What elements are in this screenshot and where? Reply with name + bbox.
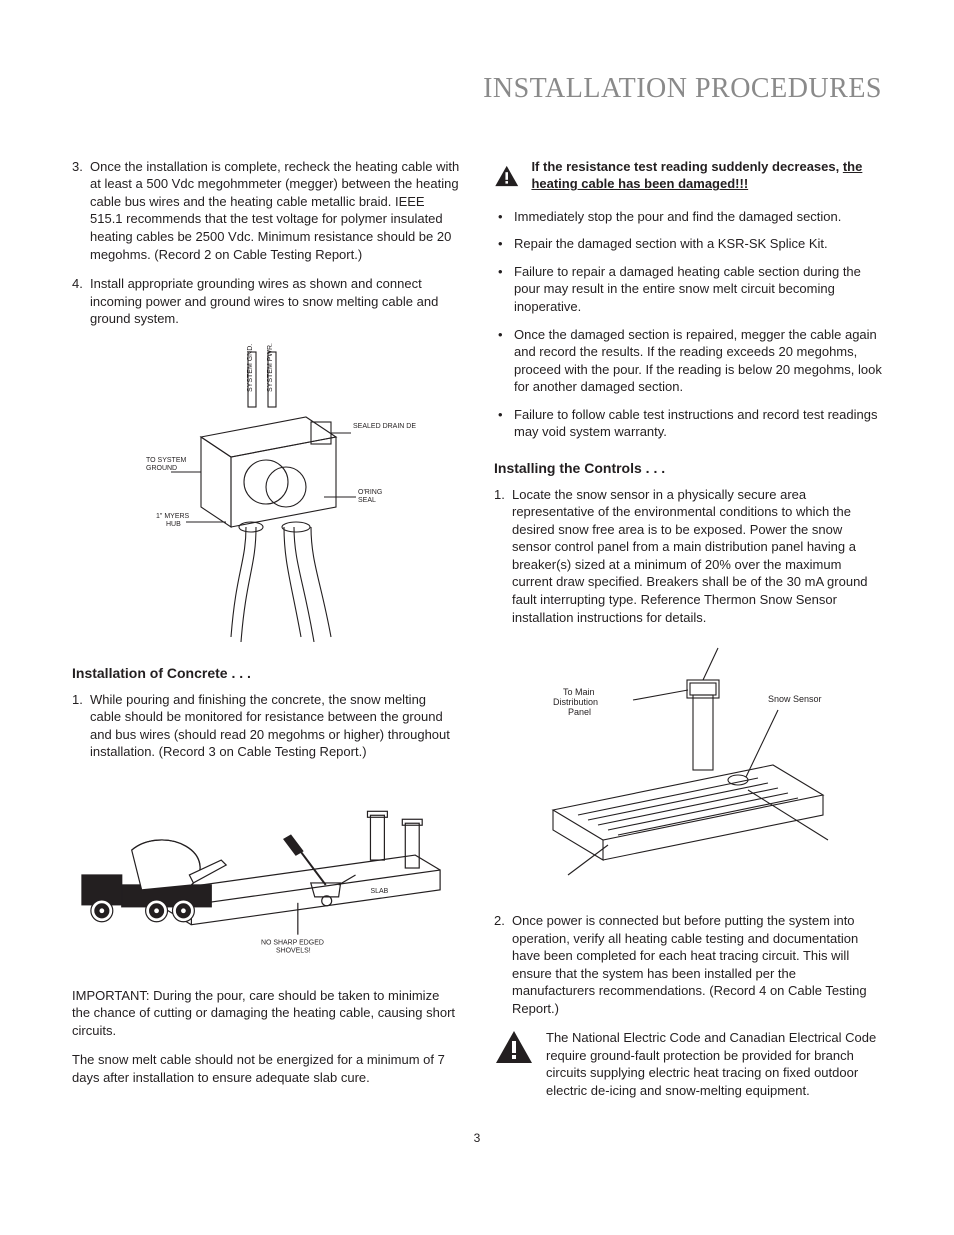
- nec-note-text: The National Electric Code and Canadian …: [546, 1029, 882, 1099]
- warning-lead: If the resistance test reading suddenly …: [531, 159, 842, 174]
- step-number: 3.: [72, 158, 90, 263]
- nec-note-block: The National Electric Code and Canadian …: [494, 1029, 882, 1099]
- svg-text:To Main Distributi: To Main Distribution Panel: [553, 687, 601, 717]
- controls-step-2: 2. Once power is connected but before pu…: [494, 912, 882, 1017]
- step-text: Once the installation is complete, reche…: [90, 158, 460, 263]
- left-column: 3. Once the installation is complete, re…: [72, 158, 460, 1100]
- snow-sensor-diagram: Snow Sensor To Main Distribution Panel: [494, 640, 882, 890]
- svg-text:SYSTEM PWR.: SYSTEM PWR.: [267, 343, 274, 392]
- controls-step-1: 1. Locate the snow sensor in a physicall…: [494, 486, 882, 626]
- grounding-diagram: SYSTEM GND. SYSTEM PWR. SEALED DRAIN DEV…: [72, 342, 460, 642]
- concrete-heading: Installation of Concrete . . .: [72, 664, 460, 683]
- svg-text:TO SYSTEM GROUND: TO SYSTEM GROUND: [146, 457, 188, 472]
- bullet-item: Failure to repair a damaged heating cabl…: [494, 263, 882, 316]
- bullet-item: Immediately stop the pour and find the d…: [494, 208, 882, 226]
- step-text: While pouring and finishing the concrete…: [90, 691, 460, 761]
- step-text: Install appropriate grounding wires as s…: [90, 275, 460, 328]
- svg-text:O'RING SEAL: O'RING SEAL: [358, 489, 384, 504]
- page-header: INSTALLATION PROCEDURES: [72, 70, 882, 108]
- step-text: Locate the snow sensor in a physically s…: [512, 486, 882, 626]
- warning-icon: [494, 158, 519, 194]
- warning-bullets: Immediately stop the pour and find the d…: [494, 208, 882, 441]
- install-step-3: 3. Once the installation is complete, re…: [72, 158, 460, 263]
- install-step-4: 4. Install appropriate grounding wires a…: [72, 275, 460, 328]
- step-number: 1.: [72, 691, 90, 761]
- concrete-pour-diagram: SLAB: [72, 775, 460, 965]
- right-column: If the resistance test reading suddenly …: [494, 158, 882, 1100]
- svg-text:Snow Sensor: Snow Sensor: [768, 694, 822, 704]
- bullet-item: Repair the damaged section with a KSR-SK…: [494, 235, 882, 253]
- svg-text:SEALED DRAIN DEVICE: SEALED DRAIN DEVICE: [353, 423, 416, 430]
- sensor-slab-diagram: Snow Sensor To Main Distribution Panel: [518, 640, 858, 890]
- step-number: 2.: [494, 912, 512, 1017]
- step-text: Once power is connected but before putti…: [512, 912, 882, 1017]
- svg-text:SLAB: SLAB: [370, 888, 388, 895]
- warning-icon: [494, 1029, 534, 1065]
- junction-box-diagram: SYSTEM GND. SYSTEM PWR. SEALED DRAIN DEV…: [116, 342, 416, 642]
- page-number: 3: [72, 1130, 882, 1146]
- bullet-item: Once the damaged section is repaired, me…: [494, 326, 882, 396]
- cement-truck-diagram: SLAB: [72, 775, 460, 965]
- svg-text:SYSTEM GND.: SYSTEM GND.: [247, 343, 254, 391]
- concrete-step-1: 1. While pouring and finishing the concr…: [72, 691, 460, 761]
- svg-text:NO SHARP EDGED SHO: NO SHARP EDGED SHOVELS!: [261, 939, 326, 954]
- svg-text:1" MYERS HUB: 1" MYERS HUB: [156, 513, 191, 528]
- step-number: 1.: [494, 486, 512, 626]
- warning-text: If the resistance test reading suddenly …: [531, 158, 882, 193]
- two-column-layout: 3. Once the installation is complete, re…: [72, 158, 882, 1100]
- controls-heading: Installing the Controls . . .: [494, 459, 882, 478]
- energize-note: The snow melt cable should not be energi…: [72, 1051, 460, 1086]
- important-note: IMPORTANT: During the pour, care should …: [72, 987, 460, 1040]
- step-number: 4.: [72, 275, 90, 328]
- bullet-item: Failure to follow cable test instruction…: [494, 406, 882, 441]
- warning-block: If the resistance test reading suddenly …: [494, 158, 882, 194]
